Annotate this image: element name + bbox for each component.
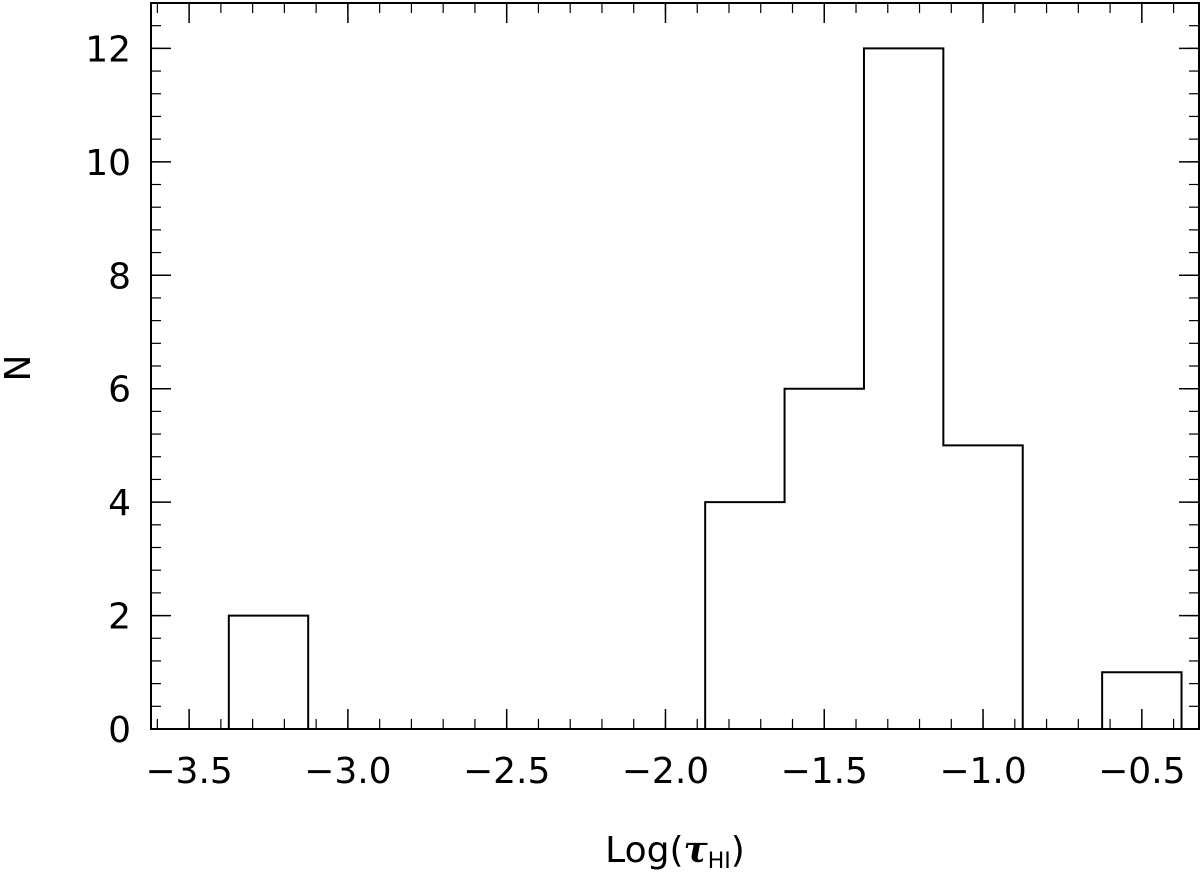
histogram-bar-6 xyxy=(705,502,784,729)
histogram-bars xyxy=(200,47,1183,730)
x-axis-title-subscript: HI xyxy=(708,849,731,872)
x-tick-labels: −3.5 −3.0 −2.5 −2.0 −1.5 −1.0 −0.5 xyxy=(145,751,1185,792)
histogram-outline xyxy=(200,47,1183,730)
y-axis-title: N xyxy=(0,355,39,382)
x-tick-label: −1.0 xyxy=(939,751,1026,792)
y-tick-label: 10 xyxy=(85,143,131,184)
histogram-bar-0 xyxy=(229,616,308,729)
x-tick-label: −0.5 xyxy=(1098,751,1185,792)
y-tick-label: 12 xyxy=(85,29,131,70)
x-tick-label: −2.0 xyxy=(622,751,709,792)
y-tick-label: 0 xyxy=(108,710,131,751)
y-tick-label: 2 xyxy=(108,597,131,638)
histogram-bar-9 xyxy=(943,445,1022,729)
histogram-bar-8 xyxy=(864,48,943,729)
y-tick-labels: 0 2 4 6 8 10 12 xyxy=(85,29,131,751)
major-ticks xyxy=(151,3,1199,730)
x-tick-label: −2.5 xyxy=(463,751,550,792)
x-axis-title: Log(τHI) xyxy=(605,829,745,872)
tau-symbol: τ xyxy=(684,829,709,871)
y-tick-label: 8 xyxy=(108,256,131,297)
x-tick-label: −1.5 xyxy=(781,751,868,792)
histogram-bar-7 xyxy=(785,389,864,729)
x-tick-label: −3.0 xyxy=(304,751,391,792)
y-tick-label: 4 xyxy=(108,483,131,524)
y-tick-label: 6 xyxy=(108,370,131,411)
x-tick-label: −3.5 xyxy=(145,751,232,792)
